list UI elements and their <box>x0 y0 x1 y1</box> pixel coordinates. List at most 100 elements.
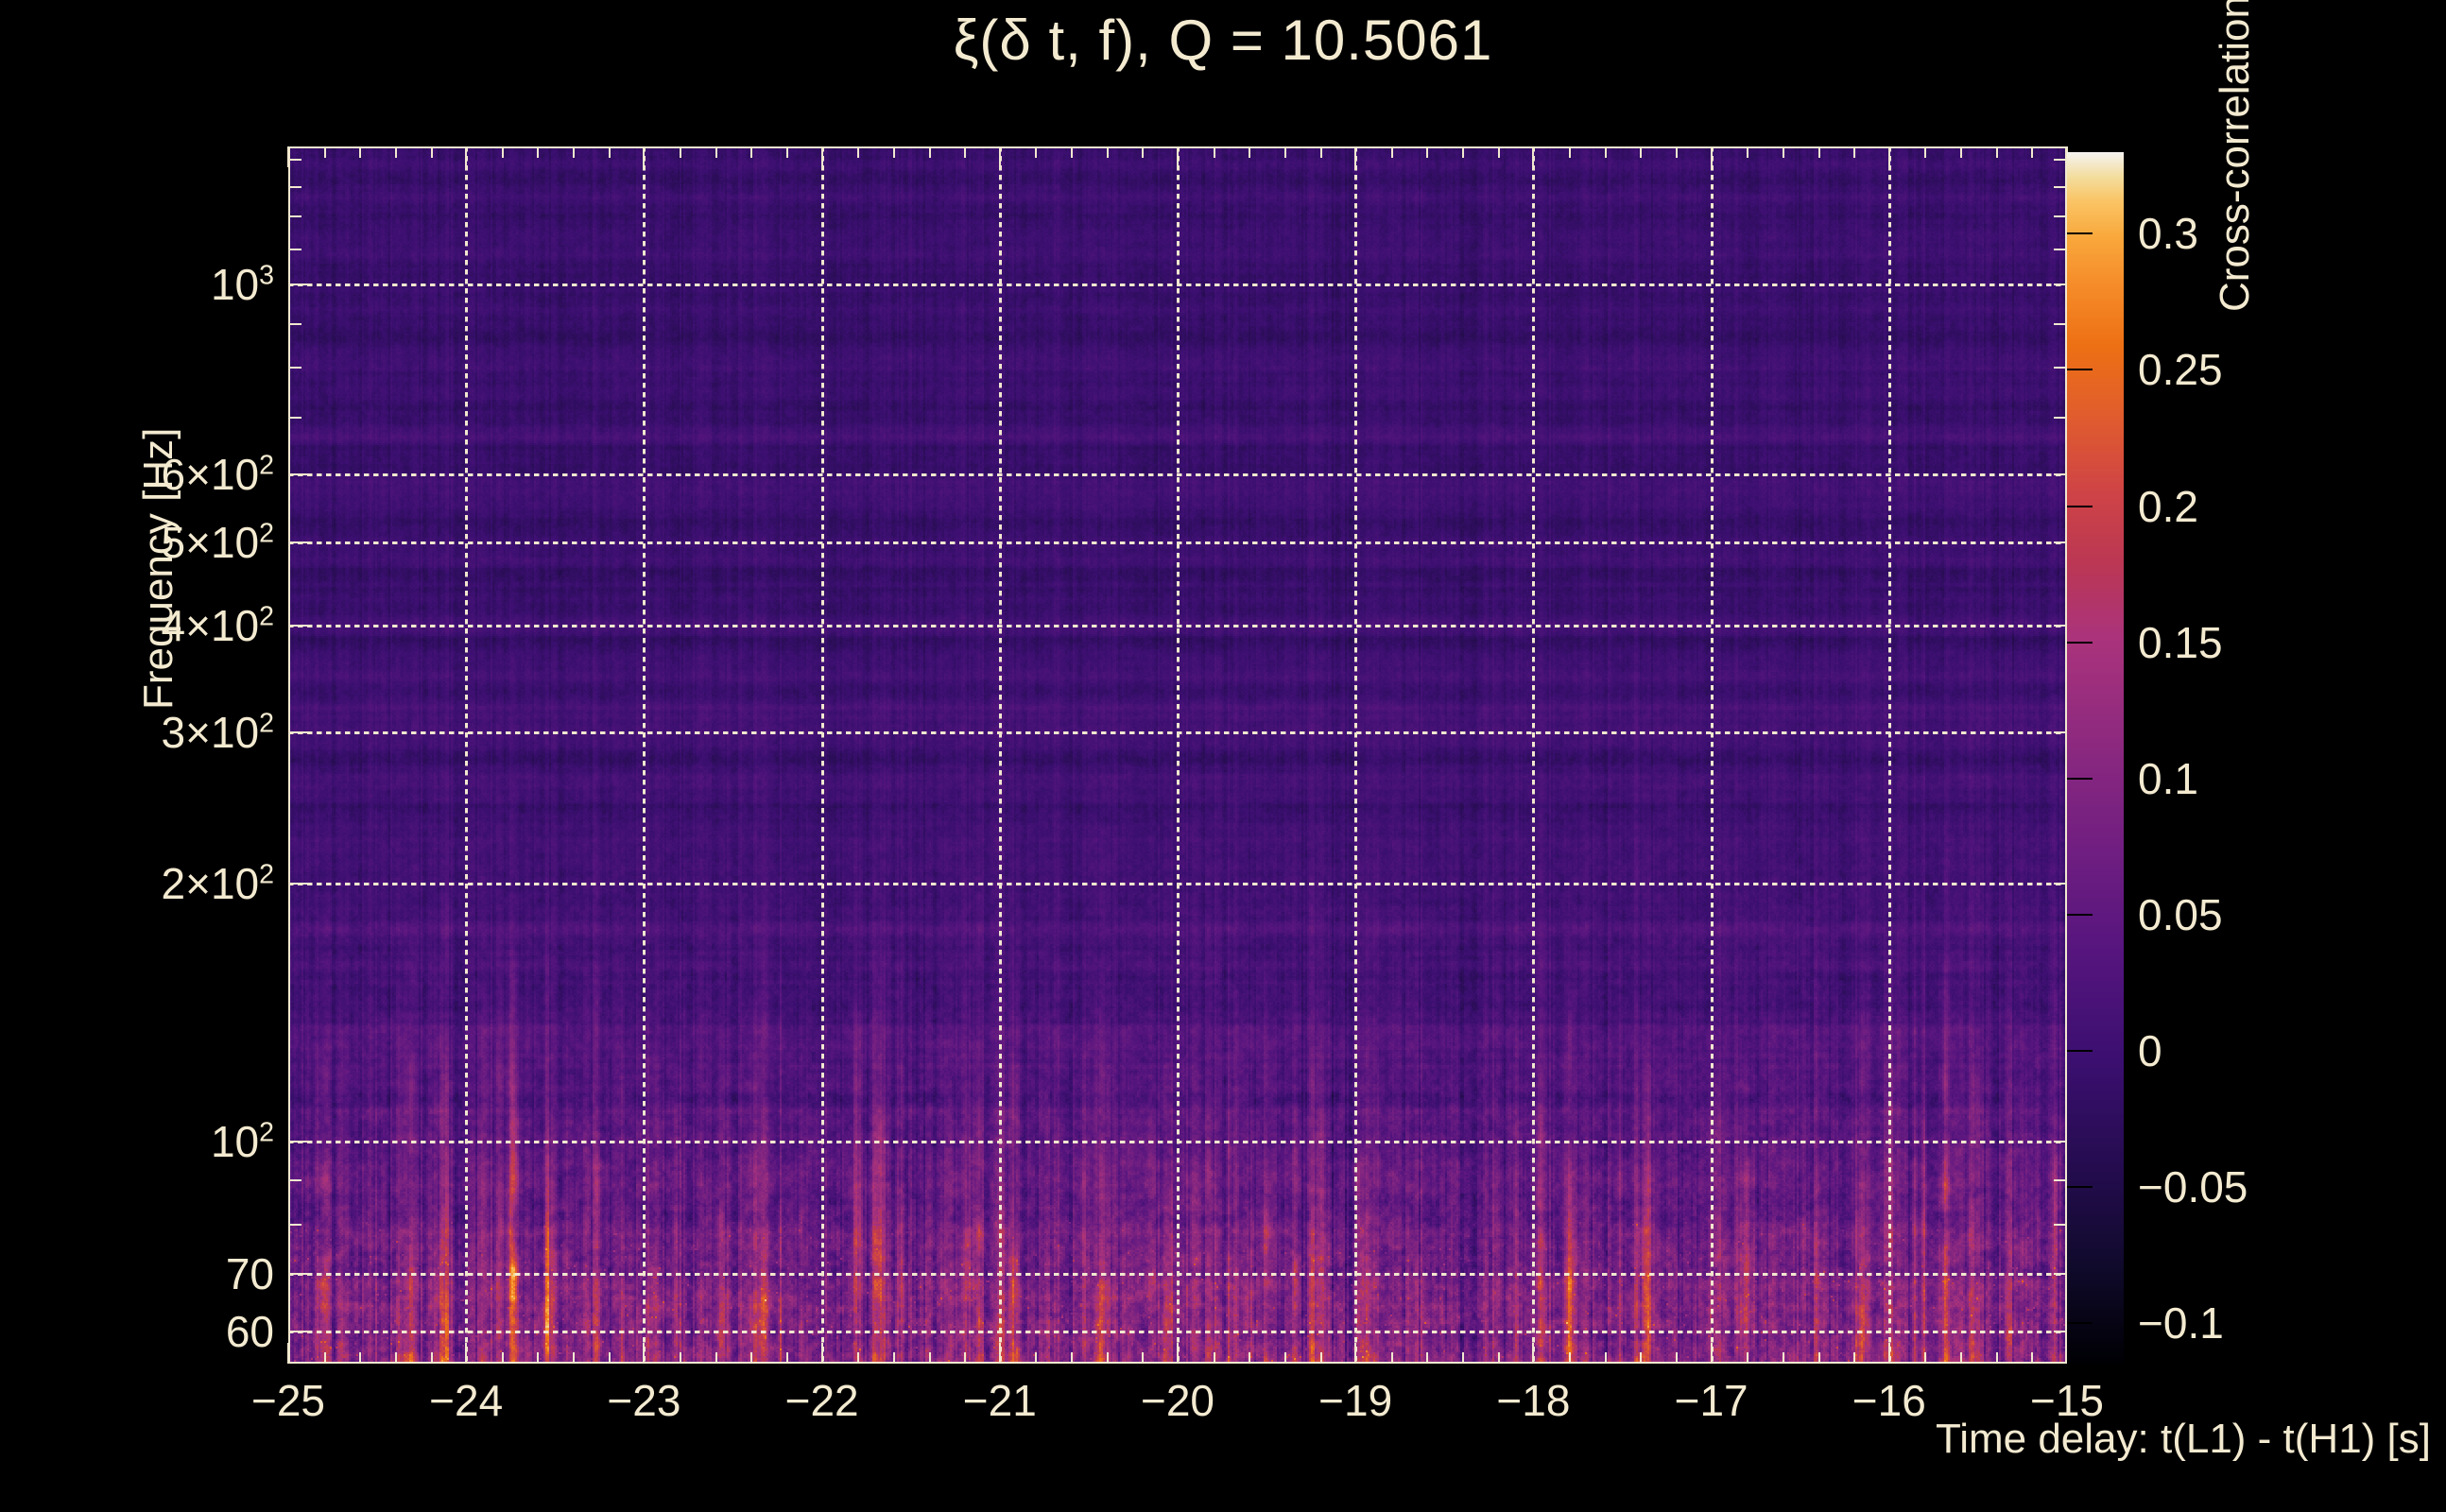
x-axis-tick <box>1532 1343 1535 1364</box>
colorbar-tick-label: 0.3 <box>2138 209 2198 259</box>
y-axis-minor-tick <box>288 882 301 885</box>
y-axis-minor-tick <box>2054 158 2067 161</box>
x-axis-minor-tick <box>1390 146 1393 158</box>
x-axis-minor-tick <box>1497 146 1500 158</box>
x-axis-minor-tick <box>1924 146 1927 158</box>
x-axis-minor-tick <box>537 146 540 158</box>
y-tick-label: 103 <box>210 260 274 310</box>
y-tick-label: 102 <box>210 1116 274 1166</box>
x-tick-label: −19 <box>1318 1376 1393 1425</box>
x-axis-minor-tick <box>1995 146 1998 158</box>
x-axis-minor-tick <box>1390 1352 1393 1364</box>
y-axis-minor-tick <box>288 185 301 188</box>
x-axis-minor-tick <box>1497 1352 1500 1364</box>
x-axis-minor-tick <box>394 146 397 158</box>
x-tick-label: −25 <box>250 1376 326 1425</box>
x-axis-tick <box>287 146 289 167</box>
y-tick-label: 5×102 <box>161 518 274 568</box>
y-axis-minor-tick <box>288 1140 301 1143</box>
x-tick-label: −21 <box>962 1376 1037 1425</box>
y-tick-label: 3×102 <box>161 708 274 758</box>
x-axis-tick <box>643 146 646 167</box>
y-axis-minor-tick <box>2054 473 2067 476</box>
x-axis-tick <box>1177 1343 1179 1364</box>
x-axis-minor-tick <box>2031 146 2034 158</box>
x-axis-minor-tick <box>964 1352 967 1364</box>
y-axis-minor-tick <box>288 1223 301 1226</box>
y-axis-minor-tick <box>2054 731 2067 734</box>
x-axis-minor-tick <box>1782 1352 1784 1364</box>
y-axis-minor-tick <box>288 1330 301 1332</box>
x-axis-minor-tick <box>1853 1352 1856 1364</box>
x-axis-minor-tick <box>1319 1352 1322 1364</box>
x-axis-minor-tick <box>1995 1352 1998 1364</box>
x-tick-label: −20 <box>1140 1376 1215 1425</box>
x-axis-tick <box>287 1343 289 1364</box>
x-axis-minor-tick <box>1106 146 1109 158</box>
y-axis-minor-tick <box>2054 624 2067 627</box>
x-tick-label: −24 <box>429 1376 504 1425</box>
x-axis-minor-tick <box>1640 1352 1643 1364</box>
x-axis-minor-tick <box>430 1352 433 1364</box>
x-axis-minor-tick <box>608 146 611 158</box>
x-axis-tick <box>1532 146 1535 167</box>
y-axis-minor-tick <box>2054 284 2067 286</box>
x-axis-minor-tick <box>1426 146 1429 158</box>
y-axis-minor-tick <box>288 284 301 286</box>
y-axis-title: Frequency [Hz] <box>135 427 181 710</box>
y-axis-minor-tick <box>288 248 301 250</box>
x-axis-minor-tick <box>1283 1352 1286 1364</box>
x-axis-minor-tick <box>785 146 788 158</box>
y-axis-minor-tick <box>288 322 301 325</box>
y-axis-minor-tick <box>288 215 301 218</box>
y-axis-minor-tick <box>2054 248 2067 250</box>
x-axis-tick <box>1887 1343 1890 1364</box>
x-axis-minor-tick <box>608 1352 611 1364</box>
x-axis-minor-tick <box>1106 1352 1109 1364</box>
x-axis-minor-tick <box>964 146 967 158</box>
x-axis-tick <box>1177 146 1179 167</box>
x-axis-minor-tick <box>359 146 362 158</box>
y-axis-minor-tick <box>288 367 301 369</box>
y-axis-minor-tick <box>288 473 301 476</box>
y-axis-minor-tick <box>2054 416 2067 419</box>
colorbar-tick-label: 0.1 <box>2138 753 2198 803</box>
y-axis-minor-tick <box>288 1179 301 1182</box>
colorbar-tick-label: −0.1 <box>2138 1297 2224 1348</box>
colorbar-title: Cross-correlation ξ <box>2212 0 2258 312</box>
x-axis-minor-tick <box>501 1352 504 1364</box>
x-axis-minor-tick <box>501 146 504 158</box>
colorbar-tick <box>2067 641 2093 644</box>
colorbar <box>2067 152 2124 1364</box>
colorbar-tick <box>2067 1049 2093 1052</box>
colorbar-tick-label: 0.2 <box>2138 481 2198 531</box>
x-axis-minor-tick <box>573 1352 576 1364</box>
colorbar-tick-label: −0.05 <box>2138 1161 2248 1211</box>
colorbar-tick <box>2067 777 2093 780</box>
x-axis-minor-tick <box>892 1352 895 1364</box>
x-axis-minor-tick <box>928 1352 931 1364</box>
colorbar-tick-label: 0 <box>2138 1025 2162 1075</box>
y-axis-minor-tick <box>2054 185 2067 188</box>
x-axis-minor-tick <box>573 146 576 158</box>
x-axis-minor-tick <box>857 146 860 158</box>
x-axis-minor-tick <box>785 1352 788 1364</box>
y-axis-minor-tick <box>2054 882 2067 885</box>
x-axis-minor-tick <box>1213 1352 1215 1364</box>
colorbar-tick <box>2067 505 2093 507</box>
x-axis-minor-tick <box>1604 1352 1607 1364</box>
y-axis-minor-tick <box>2054 1179 2067 1182</box>
x-tick-label: −17 <box>1674 1376 1748 1425</box>
x-axis-minor-tick <box>394 1352 397 1364</box>
x-axis-minor-tick <box>857 1352 860 1364</box>
x-axis-minor-tick <box>1960 146 1963 158</box>
x-tick-label: −15 <box>2029 1376 2105 1425</box>
heatmap-plot-area <box>288 146 2067 1364</box>
heatmap-image <box>288 146 2067 1364</box>
x-axis-minor-tick <box>750 146 753 158</box>
y-axis-minor-tick <box>288 158 301 161</box>
x-axis-tick <box>1354 1343 1357 1364</box>
x-axis-tick <box>820 146 823 167</box>
x-axis-minor-tick <box>1283 146 1286 158</box>
x-axis-minor-tick <box>1747 1352 1749 1364</box>
